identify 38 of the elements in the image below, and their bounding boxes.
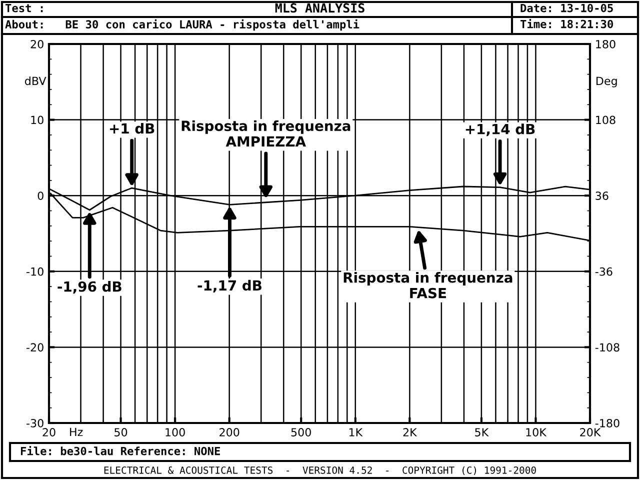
y2-tick-label: 108: [596, 116, 616, 124]
annotation: Risposta in frequenza AMPIEZZA: [182, 120, 350, 146]
x-tick-label: 2K: [403, 428, 418, 436]
y-tick-label: -30: [26, 418, 44, 428]
text: ELECTRICAL & ACOUSTICAL TESTS - VERSION 4.52 - COPYRIGHT (C) 1991-2000: [104, 466, 536, 475]
x-tick-label: 20: [42, 428, 56, 436]
text: About: BE 30 con carico LAURA - risposta dell'ampli: [5, 19, 360, 31]
y2-axis-title: Deg: [596, 76, 617, 88]
chart-title: MLS ANALYSIS: [275, 3, 364, 13]
annotation: -1,96 dB: [58, 281, 122, 294]
y2-tick-label: -36: [595, 267, 612, 276]
text: Test :: [5, 4, 43, 12]
y2-tick-label: 36: [596, 192, 608, 200]
x-tick-label: 20K: [580, 428, 601, 436]
y-tick-label: 10: [31, 116, 44, 124]
y2-tick-label: -108: [595, 343, 620, 352]
x-tick-label: 200: [220, 428, 240, 436]
x-axis-title: Hz: [70, 428, 83, 436]
x-tick-label: 1K: [349, 428, 363, 436]
x-tick-label: 500: [291, 428, 311, 436]
y-tick-label: 0: [38, 192, 44, 200]
annotation: Risposta in frequenza FASE: [344, 272, 512, 298]
y-tick-label: 20: [30, 40, 44, 48]
y-tick-label: -10: [26, 267, 44, 276]
x-tick-label: 100: [166, 428, 185, 436]
text: Time: 18:21:30: [520, 19, 613, 28]
x-tick-label: 50: [114, 428, 128, 436]
annotation: +1,14 dB: [466, 124, 535, 136]
y2-tick-label: -180: [595, 418, 620, 428]
annotation: -1,17 dB: [198, 280, 262, 292]
x-tick-label: 10K: [526, 428, 547, 436]
y-tick-label: -20: [26, 343, 44, 352]
text: File: be30-lau Reference: NONE: [20, 446, 220, 456]
y2-tick-label: 180: [596, 40, 616, 48]
y-axis-title: dBV: [24, 76, 46, 86]
annotation: +1 dB: [110, 122, 154, 134]
text: Date: 13-10-05: [520, 4, 613, 12]
x-tick-label: 5K: [475, 428, 489, 436]
